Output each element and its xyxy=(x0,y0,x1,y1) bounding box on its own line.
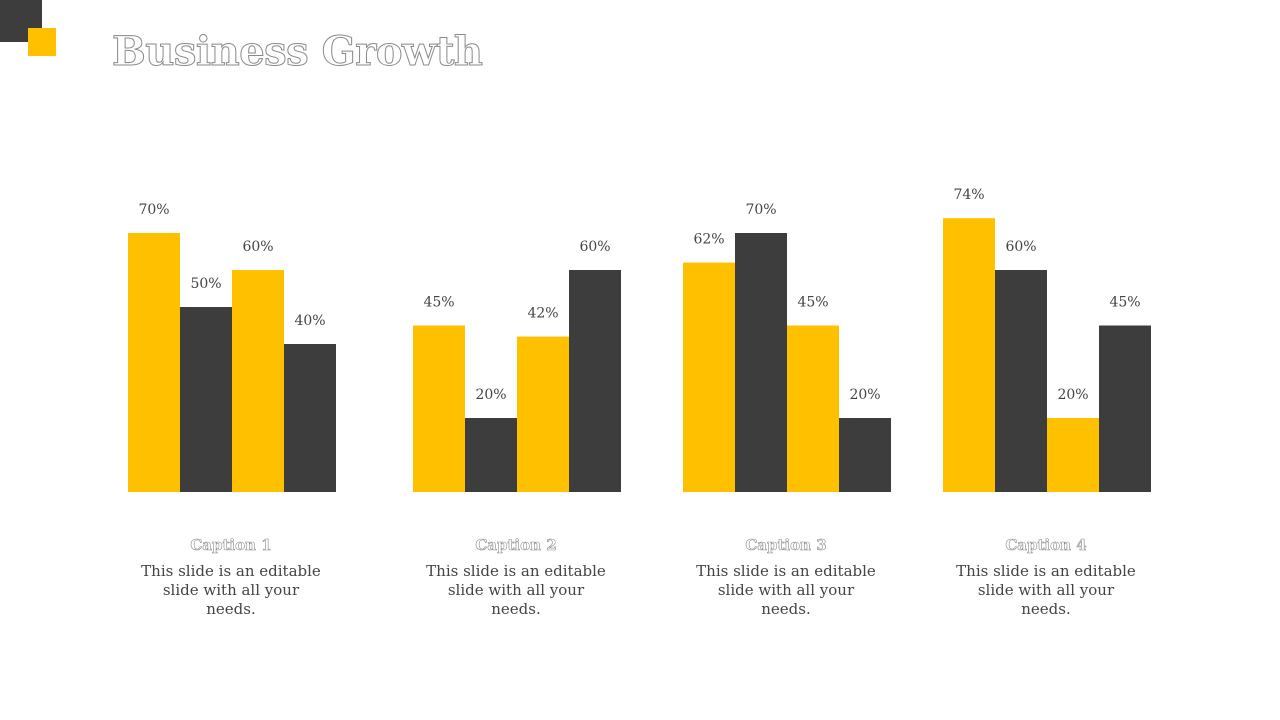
bar-g3-b2 xyxy=(735,233,787,492)
bar-label-g1-b1: 70% xyxy=(138,202,169,218)
bar-g3-b3 xyxy=(787,325,839,492)
bar-g1-b4 xyxy=(284,344,336,492)
bar-g4-b2 xyxy=(995,270,1047,492)
slide-title: Business Growth xyxy=(112,28,484,76)
bar-g4-b3 xyxy=(1047,418,1099,492)
bar-label-g4-b2: 60% xyxy=(1005,239,1036,255)
bar-g1-b1 xyxy=(128,233,180,492)
bar-label-g3-b3: 45% xyxy=(797,295,828,311)
bar-label-g1-b3: 60% xyxy=(242,239,273,255)
bar-g4-b1 xyxy=(943,218,995,492)
bar-label-g1-b4: 40% xyxy=(294,313,325,329)
bar-g2-b2 xyxy=(465,418,517,492)
bar-label-g2-b1: 45% xyxy=(423,295,454,311)
bar-label-g2-b2: 20% xyxy=(475,387,506,403)
caption-text-1: This slide is an editable slide with all… xyxy=(141,562,321,618)
caption-title-1: Caption 1 xyxy=(190,536,272,555)
bar-label-g3-b1: 62% xyxy=(693,232,724,248)
bar-g2-b3 xyxy=(517,336,569,492)
bar-g3-b4 xyxy=(839,418,891,492)
caption-block-4: Caption 4 This slide is an editable slid… xyxy=(926,536,1166,619)
corner-yellow-square xyxy=(28,28,56,56)
bar-g1-b2 xyxy=(180,307,232,492)
bar-label-g3-b4: 20% xyxy=(849,387,880,403)
caption-title-2: Caption 2 xyxy=(475,536,557,555)
caption-block-1: Caption 1 This slide is an editable slid… xyxy=(111,536,351,619)
bar-g4-b4 xyxy=(1099,325,1151,492)
bar-label-g2-b4: 60% xyxy=(579,239,610,255)
bar-label-g3-b2: 70% xyxy=(745,202,776,218)
bar-label-g2-b3: 42% xyxy=(527,306,558,322)
caption-title-3: Caption 3 xyxy=(745,536,827,555)
bar-label-g4-b1: 74% xyxy=(953,187,984,203)
caption-text-2: This slide is an editable slide with all… xyxy=(426,562,606,618)
caption-block-3: Caption 3 This slide is an editable slid… xyxy=(666,536,906,619)
bar-label-g1-b2: 50% xyxy=(190,276,221,292)
bar-g1-b3 xyxy=(232,270,284,492)
bar-label-g4-b3: 20% xyxy=(1057,387,1088,403)
caption-title-4: Caption 4 xyxy=(1005,536,1087,555)
bar-g3-b1 xyxy=(683,262,735,492)
caption-block-2: Caption 2 This slide is an editable slid… xyxy=(396,536,636,619)
caption-text-4: This slide is an editable slide with all… xyxy=(956,562,1136,618)
bar-label-g4-b4: 45% xyxy=(1109,295,1140,311)
bar-g2-b1 xyxy=(413,325,465,492)
caption-text-3: This slide is an editable slide with all… xyxy=(696,562,876,618)
bar-g2-b4 xyxy=(569,270,621,492)
